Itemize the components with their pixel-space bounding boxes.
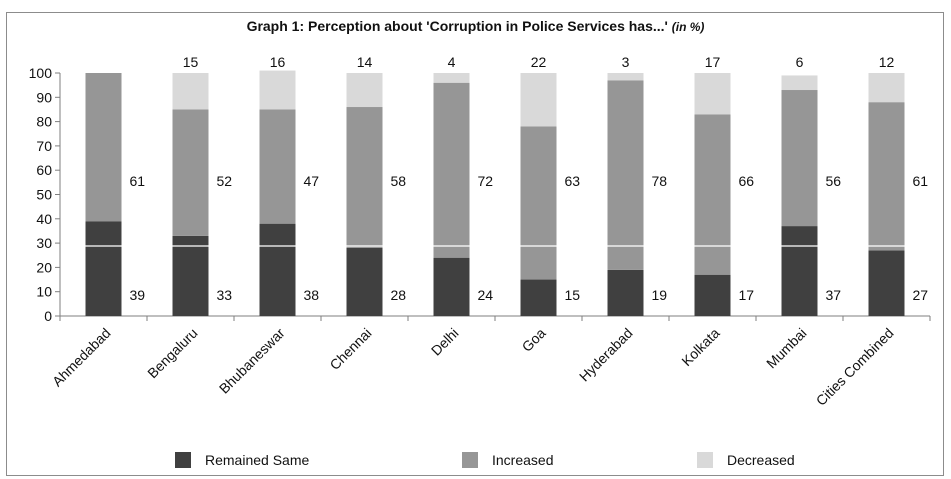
data-label-increased: 72 [478,173,494,189]
data-label-remained-same: 33 [217,287,233,303]
bar-segment-increased [694,114,731,275]
bar-segment-increased [346,107,383,248]
bar-segment-decreased [520,73,557,127]
y-tick-label: 90 [36,89,52,105]
bar-segment-remained-same [85,221,122,316]
data-label-remained-same: 27 [913,287,929,303]
y-tick-label: 30 [36,235,52,251]
data-label-increased: 61 [130,173,146,189]
data-label-increased: 61 [913,173,929,189]
data-label-decreased: 15 [183,54,199,70]
data-label-remained-same: 37 [826,287,842,303]
data-label-remained-same: 15 [565,287,581,303]
bar-segment-increased [520,126,557,280]
bar-segment-remained-same [868,250,905,316]
y-tick-label: 80 [36,114,52,130]
chart-title: Graph 1: Perception about 'Corruption in… [0,18,951,34]
data-label-remained-same: 39 [130,287,146,303]
x-tick-label: Cities Combined [813,325,897,409]
data-label-increased: 66 [739,173,755,189]
bar-segment-remained-same [172,235,209,316]
y-tick-label: 50 [36,187,52,203]
x-tick-label: Bhubaneswar [216,325,288,397]
bar-segment-decreased [259,70,296,110]
y-tick-label: 0 [44,308,52,324]
bar-segment-remained-same [520,279,557,316]
x-tick-label: Hyderabad [576,325,636,385]
x-tick-label: Goa [519,325,549,355]
data-label-decreased: 16 [270,54,286,70]
y-tick-label: 70 [36,138,52,154]
data-label-remained-same: 24 [478,287,494,303]
bar-segment-increased [172,109,209,236]
bar-segment-increased [781,90,818,227]
data-label-decreased: 22 [531,54,547,70]
y-tick-label: 20 [36,259,52,275]
data-label-decreased: 17 [705,54,721,70]
x-tick-label: Mumbai [763,325,810,372]
data-label-remained-same: 38 [304,287,320,303]
x-tick-label: Ahmedabad [49,325,114,390]
data-label-increased: 56 [826,173,842,189]
data-label-increased: 58 [391,173,407,189]
y-tick-label: 60 [36,162,52,178]
data-label-decreased: 14 [357,54,373,70]
data-label-increased: 52 [217,173,233,189]
x-tick-label: Kolkata [678,325,722,369]
bar-segment-increased [607,80,644,270]
bar-segment-remained-same [433,257,470,316]
bar-segment-remained-same [607,269,644,316]
data-label-increased: 78 [652,173,668,189]
x-tick-label: Delhi [428,325,462,359]
data-label-decreased: 6 [796,54,804,70]
data-label-increased: 63 [565,173,581,189]
data-label-remained-same: 19 [652,287,668,303]
legend-label: Remained Same [205,452,309,468]
data-label-decreased: 12 [879,54,895,70]
bar-segment-decreased [694,73,731,115]
bar-segment-decreased [781,75,818,91]
y-tick-label: 40 [36,211,52,227]
bar-segment-decreased [868,73,905,103]
legend-swatch [175,452,191,468]
bar-segment-remained-same [781,226,818,316]
chart-title-suffix: (in %) [671,20,705,34]
y-tick-label: 10 [36,284,52,300]
bar-segment-increased [433,82,470,258]
data-label-decreased: 3 [622,54,630,70]
x-tick-label: Bengaluru [144,325,200,381]
legend-label: Increased [492,452,553,468]
data-label-remained-same: 28 [391,287,407,303]
bar-segment-decreased [172,73,209,110]
data-label-increased: 47 [304,173,320,189]
bar-segment-decreased [607,73,644,81]
legend-swatch [462,452,478,468]
bar-segment-increased [259,109,296,224]
bar-segment-remained-same [694,274,731,316]
bar-segment-decreased [433,73,470,83]
data-label-remained-same: 17 [739,287,755,303]
bar-segment-decreased [346,73,383,108]
bar-segment-increased [868,102,905,251]
legend-swatch [697,452,713,468]
y-tick-label: 100 [29,65,53,81]
x-tick-label: Chennai [326,325,374,373]
data-label-decreased: 4 [448,54,456,70]
bar-segment-remained-same [259,223,296,316]
bar-segment-remained-same [346,247,383,316]
chart-title-text: Graph 1: Perception about 'Corruption in… [246,18,668,34]
legend-label: Decreased [727,452,795,468]
bar-segment-increased [85,73,122,222]
